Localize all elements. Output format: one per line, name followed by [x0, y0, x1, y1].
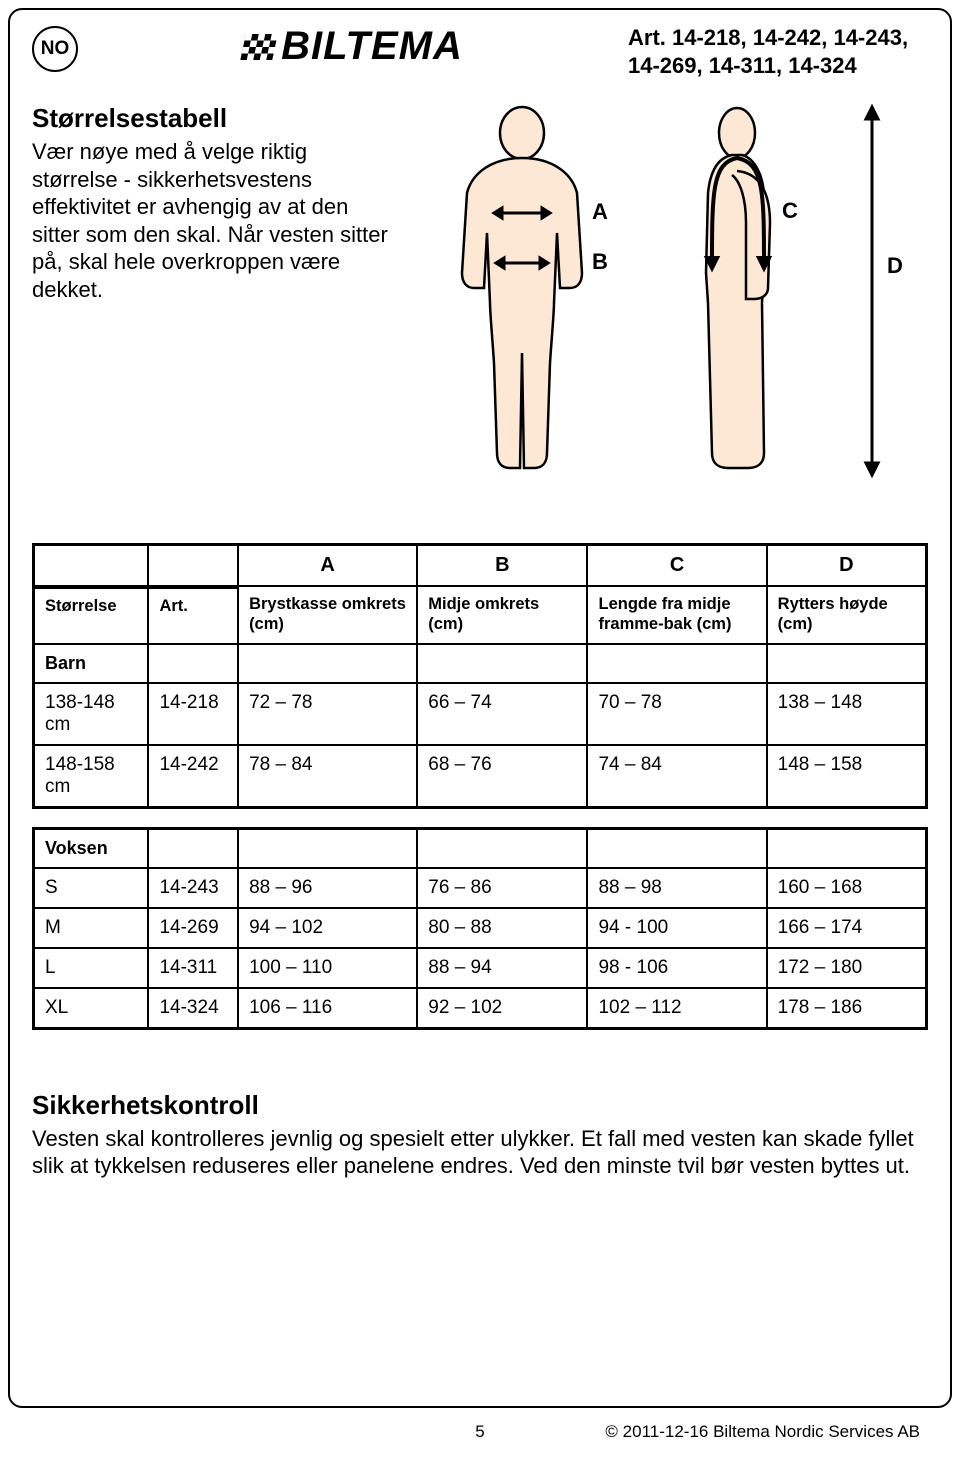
- safety-body: Vesten skal kontrolleres jevnlig og spes…: [32, 1125, 928, 1180]
- header-row: NO BILTEMA Art. 14-218, 14-242, 14-243, …: [32, 24, 928, 79]
- section-barn: Barn: [32, 644, 148, 683]
- measurement-figure: A B: [412, 103, 928, 483]
- table-row: XL 14-324 106 – 116 92 – 102 102 – 112 1…: [32, 988, 928, 1030]
- page-footer: 5 © 2011-12-16 Biltema Nordic Services A…: [10, 1422, 950, 1442]
- art-line-1: Art. 14-218, 14-242, 14-243,: [628, 24, 928, 52]
- table-row: Størrelse Art. Brystkasse omkrets (cm) M…: [32, 586, 928, 644]
- col-head-c: C: [587, 543, 766, 586]
- col-head-b: B: [417, 543, 587, 586]
- art-line-2: 14-269, 14-311, 14-324: [628, 52, 928, 80]
- hdr-size: Størrelse: [32, 586, 148, 644]
- size-table: A B C D Størrelse Art. Brystkasse omkret…: [32, 543, 928, 1030]
- label-b: B: [592, 249, 608, 274]
- logo-block: BILTEMA: [92, 24, 614, 69]
- hdr-length: Lengde fra midje framme-bak (cm): [587, 586, 766, 644]
- language-badge: NO: [32, 26, 78, 72]
- brand-logo: BILTEMA: [243, 24, 463, 69]
- page-number: 5: [475, 1422, 484, 1442]
- body-diagram-svg: A B: [412, 103, 912, 483]
- table-row: L 14-311 100 – 110 88 – 94 98 - 106 172 …: [32, 948, 928, 988]
- col-head-d: D: [767, 543, 928, 586]
- hdr-art: Art.: [148, 586, 238, 644]
- hdr-chest: Brystkasse omkrets (cm): [238, 586, 417, 644]
- label-a: A: [592, 199, 608, 224]
- intro-text: Størrelsestabell Vær nøye med å velge ri…: [32, 103, 392, 483]
- table-row: M 14-269 94 – 102 80 – 88 94 - 100 166 –…: [32, 908, 928, 948]
- safety-section: Sikkerhetskontroll Vesten skal kontrolle…: [32, 1090, 928, 1180]
- table-row: 138-148 cm 14-218 72 – 78 66 – 74 70 – 7…: [32, 683, 928, 745]
- col-head-a: A: [238, 543, 417, 586]
- hdr-height: Rytters høyde (cm): [767, 586, 928, 644]
- logo-text: BILTEMA: [281, 24, 463, 69]
- table-row: S 14-243 88 – 96 76 – 86 88 – 98 160 – 1…: [32, 868, 928, 908]
- page-frame: NO BILTEMA Art. 14-218, 14-242, 14-243, …: [8, 8, 952, 1408]
- copyright: © 2011-12-16 Biltema Nordic Services AB: [605, 1422, 920, 1442]
- section-voksen: Voksen: [32, 827, 148, 868]
- safety-heading: Sikkerhetskontroll: [32, 1090, 928, 1121]
- label-d: D: [887, 253, 903, 278]
- intro-row: Størrelsestabell Vær nøye med å velge ri…: [32, 103, 928, 483]
- hdr-waist: Midje omkrets (cm): [417, 586, 587, 644]
- intro-heading: Størrelsestabell: [32, 103, 392, 134]
- intro-body: Vær nøye med å velge riktig størrelse - …: [32, 138, 392, 303]
- checker-icon: [240, 34, 278, 60]
- label-c: C: [782, 198, 798, 223]
- table-row: Barn: [32, 644, 928, 683]
- table-row: 148-158 cm 14-242 78 – 84 68 – 76 74 – 8…: [32, 745, 928, 809]
- article-numbers: Art. 14-218, 14-242, 14-243, 14-269, 14-…: [628, 24, 928, 79]
- language-code: NO: [41, 38, 70, 60]
- table-row: A B C D: [32, 543, 928, 586]
- table-row: Voksen: [32, 827, 928, 868]
